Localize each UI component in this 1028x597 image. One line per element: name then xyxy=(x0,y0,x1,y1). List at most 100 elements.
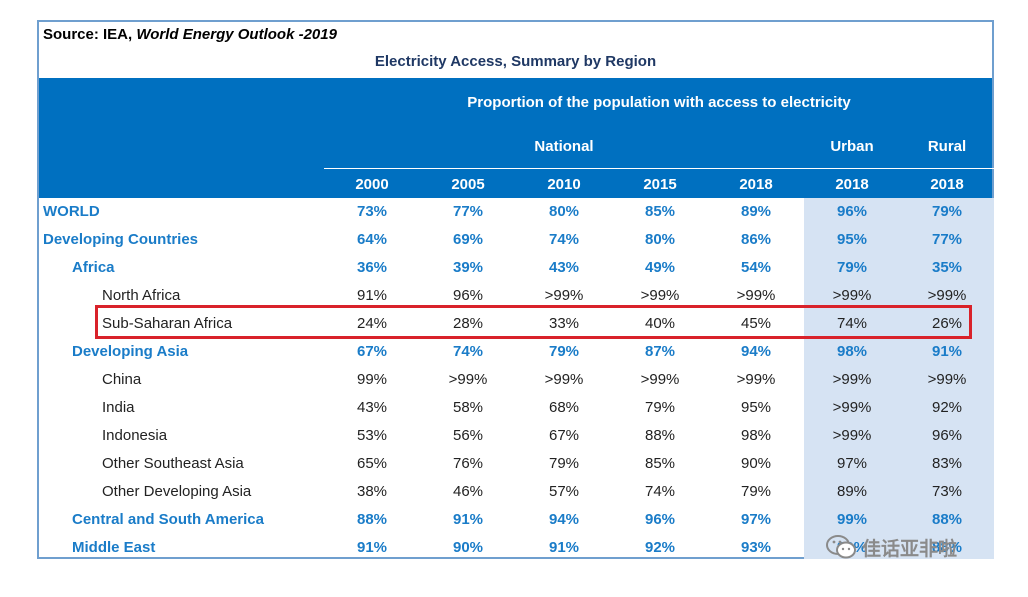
table-cell: 74% xyxy=(548,231,580,248)
table-cell: 74% xyxy=(644,483,676,500)
table-cell: 89% xyxy=(740,203,772,220)
table-cell: >99% xyxy=(832,427,872,444)
table-cell: 97% xyxy=(740,511,772,528)
table-cell: 53% xyxy=(356,427,388,444)
table-cell: 87% xyxy=(644,343,676,360)
header-year-1: 2005 xyxy=(451,176,485,193)
table-row: Central and South America 88% 91% 94% 96% 97%… xyxy=(39,506,992,534)
table-cell: 99% xyxy=(836,511,868,528)
table-cell: 24% xyxy=(356,315,388,332)
watermark-text: 佳话亚非啦 xyxy=(862,538,958,560)
source-prefix: Source: IEA, xyxy=(43,26,137,43)
header-year-6: 2018 xyxy=(930,176,964,193)
table-cell: 35% xyxy=(931,259,963,276)
source-line: Source: IEA, World Energy Outlook -2019 xyxy=(43,26,337,43)
table-cell: >99% xyxy=(544,371,584,388)
table-row: WORLD 73% 77% 80% 85% 89% 96% 79% xyxy=(39,198,992,226)
row-label: China xyxy=(102,371,142,388)
table-cell: 79% xyxy=(836,259,868,276)
table-cell: 77% xyxy=(452,203,484,220)
row-label: Other Southeast Asia xyxy=(102,455,244,472)
table-cell: 64% xyxy=(356,231,388,248)
table-cell: >99% xyxy=(832,287,872,304)
table-cell: 80% xyxy=(548,203,580,220)
table-cell: 80% xyxy=(644,231,676,248)
table-cell: >99% xyxy=(736,371,776,388)
table-cell: 74% xyxy=(452,343,484,360)
table-row: North Africa 91% 96% >99% >99% >99% >99% >99% xyxy=(39,282,992,310)
table-cell: 88% xyxy=(356,511,388,528)
table-frame: Source: IEA, World Energy Outlook -2019 … xyxy=(37,20,994,559)
table-row: Sub-Saharan Africa 24% 28% 33% 40% 45% 74% 26% xyxy=(39,310,992,338)
header-group-title: Proportion of the population with access… xyxy=(467,94,851,111)
table-cell: 91% xyxy=(356,287,388,304)
table-cell: 88% xyxy=(644,427,676,444)
table-cell: 73% xyxy=(931,483,963,500)
row-label: Middle East xyxy=(72,539,156,556)
header-year-5: 2018 xyxy=(835,176,869,193)
table-cell: 79% xyxy=(548,343,580,360)
table-cell: 36% xyxy=(356,259,388,276)
table-cell: >99% xyxy=(927,287,967,304)
table-cell: 28% xyxy=(452,315,484,332)
header-urban: Urban xyxy=(830,138,874,155)
row-label: Developing Asia xyxy=(72,343,189,360)
table-cell: 40% xyxy=(644,315,676,332)
table-cell: 77% xyxy=(931,231,963,248)
table-row: Developing Asia 67% 74% 79% 87% 94% 98% 91% xyxy=(39,338,992,366)
table-title: Electricity Access, Summary by Region xyxy=(374,53,657,70)
table-cell: 91% xyxy=(548,539,580,556)
header-divider xyxy=(324,168,994,169)
row-label: Indonesia xyxy=(102,427,168,444)
table-cell: 45% xyxy=(740,315,772,332)
table-cell: 97% xyxy=(836,455,868,472)
table-cell: 94% xyxy=(740,343,772,360)
table-cell: 58% xyxy=(452,399,484,416)
table-cell: 92% xyxy=(931,399,963,416)
table-cell: 99% xyxy=(356,371,388,388)
table-cell: 92% xyxy=(644,539,676,556)
wechat-icon xyxy=(826,535,856,559)
table-cell: 79% xyxy=(931,203,963,220)
table-header: Proportion of the population with access… xyxy=(39,78,994,198)
table-cell: 43% xyxy=(356,399,388,416)
table-cell: 56% xyxy=(452,427,484,444)
table-cell: 46% xyxy=(452,483,484,500)
table-cell: >99% xyxy=(927,371,967,388)
table-row: China 99% >99% >99% >99% >99% >99% >99% xyxy=(39,366,992,394)
urban-column-shade xyxy=(804,198,900,559)
table-cell: >99% xyxy=(544,287,584,304)
row-label: Central and South America xyxy=(72,511,264,528)
header-year-3: 2015 xyxy=(643,176,677,193)
table-cell: 96% xyxy=(931,427,963,444)
header-year-0: 2000 xyxy=(355,176,389,193)
table-cell: 68% xyxy=(548,399,580,416)
table-cell: 96% xyxy=(644,511,676,528)
highlight-box xyxy=(95,305,972,339)
table-cell: 79% xyxy=(548,455,580,472)
table-cell: 69% xyxy=(452,231,484,248)
table-cell: 96% xyxy=(836,203,868,220)
table-cell: >99% xyxy=(832,399,872,416)
table-cell: 33% xyxy=(548,315,580,332)
table-cell: >99% xyxy=(640,371,680,388)
table-cell: 88% xyxy=(931,539,963,556)
table-cell: 91% xyxy=(931,343,963,360)
table-cell: >99% xyxy=(640,287,680,304)
table-cell: 94% xyxy=(548,511,580,528)
table-cell: 85% xyxy=(644,455,676,472)
table-cell: 83% xyxy=(931,455,963,472)
table-cell: 85% xyxy=(644,203,676,220)
table-row: Other Developing Asia 38% 46% 57% 74% 79% 89% 7… xyxy=(39,478,992,506)
table-cell: 67% xyxy=(548,427,580,444)
table-cell: 95% xyxy=(836,231,868,248)
table-cell: 89% xyxy=(836,483,868,500)
source-publication: World Energy Outlook -2019 xyxy=(136,26,337,43)
table-body: WORLD 73% 77% 80% 85% 89% 96% 79% Developing Cou… xyxy=(39,198,994,562)
table-row: India 43% 58% 68% 79% 95% >99% 92% xyxy=(39,394,992,422)
row-label: WORLD xyxy=(43,203,100,220)
table-cell: >99% xyxy=(736,287,776,304)
table-cell: 93% xyxy=(740,539,772,556)
row-label: Other Developing Asia xyxy=(102,483,252,500)
